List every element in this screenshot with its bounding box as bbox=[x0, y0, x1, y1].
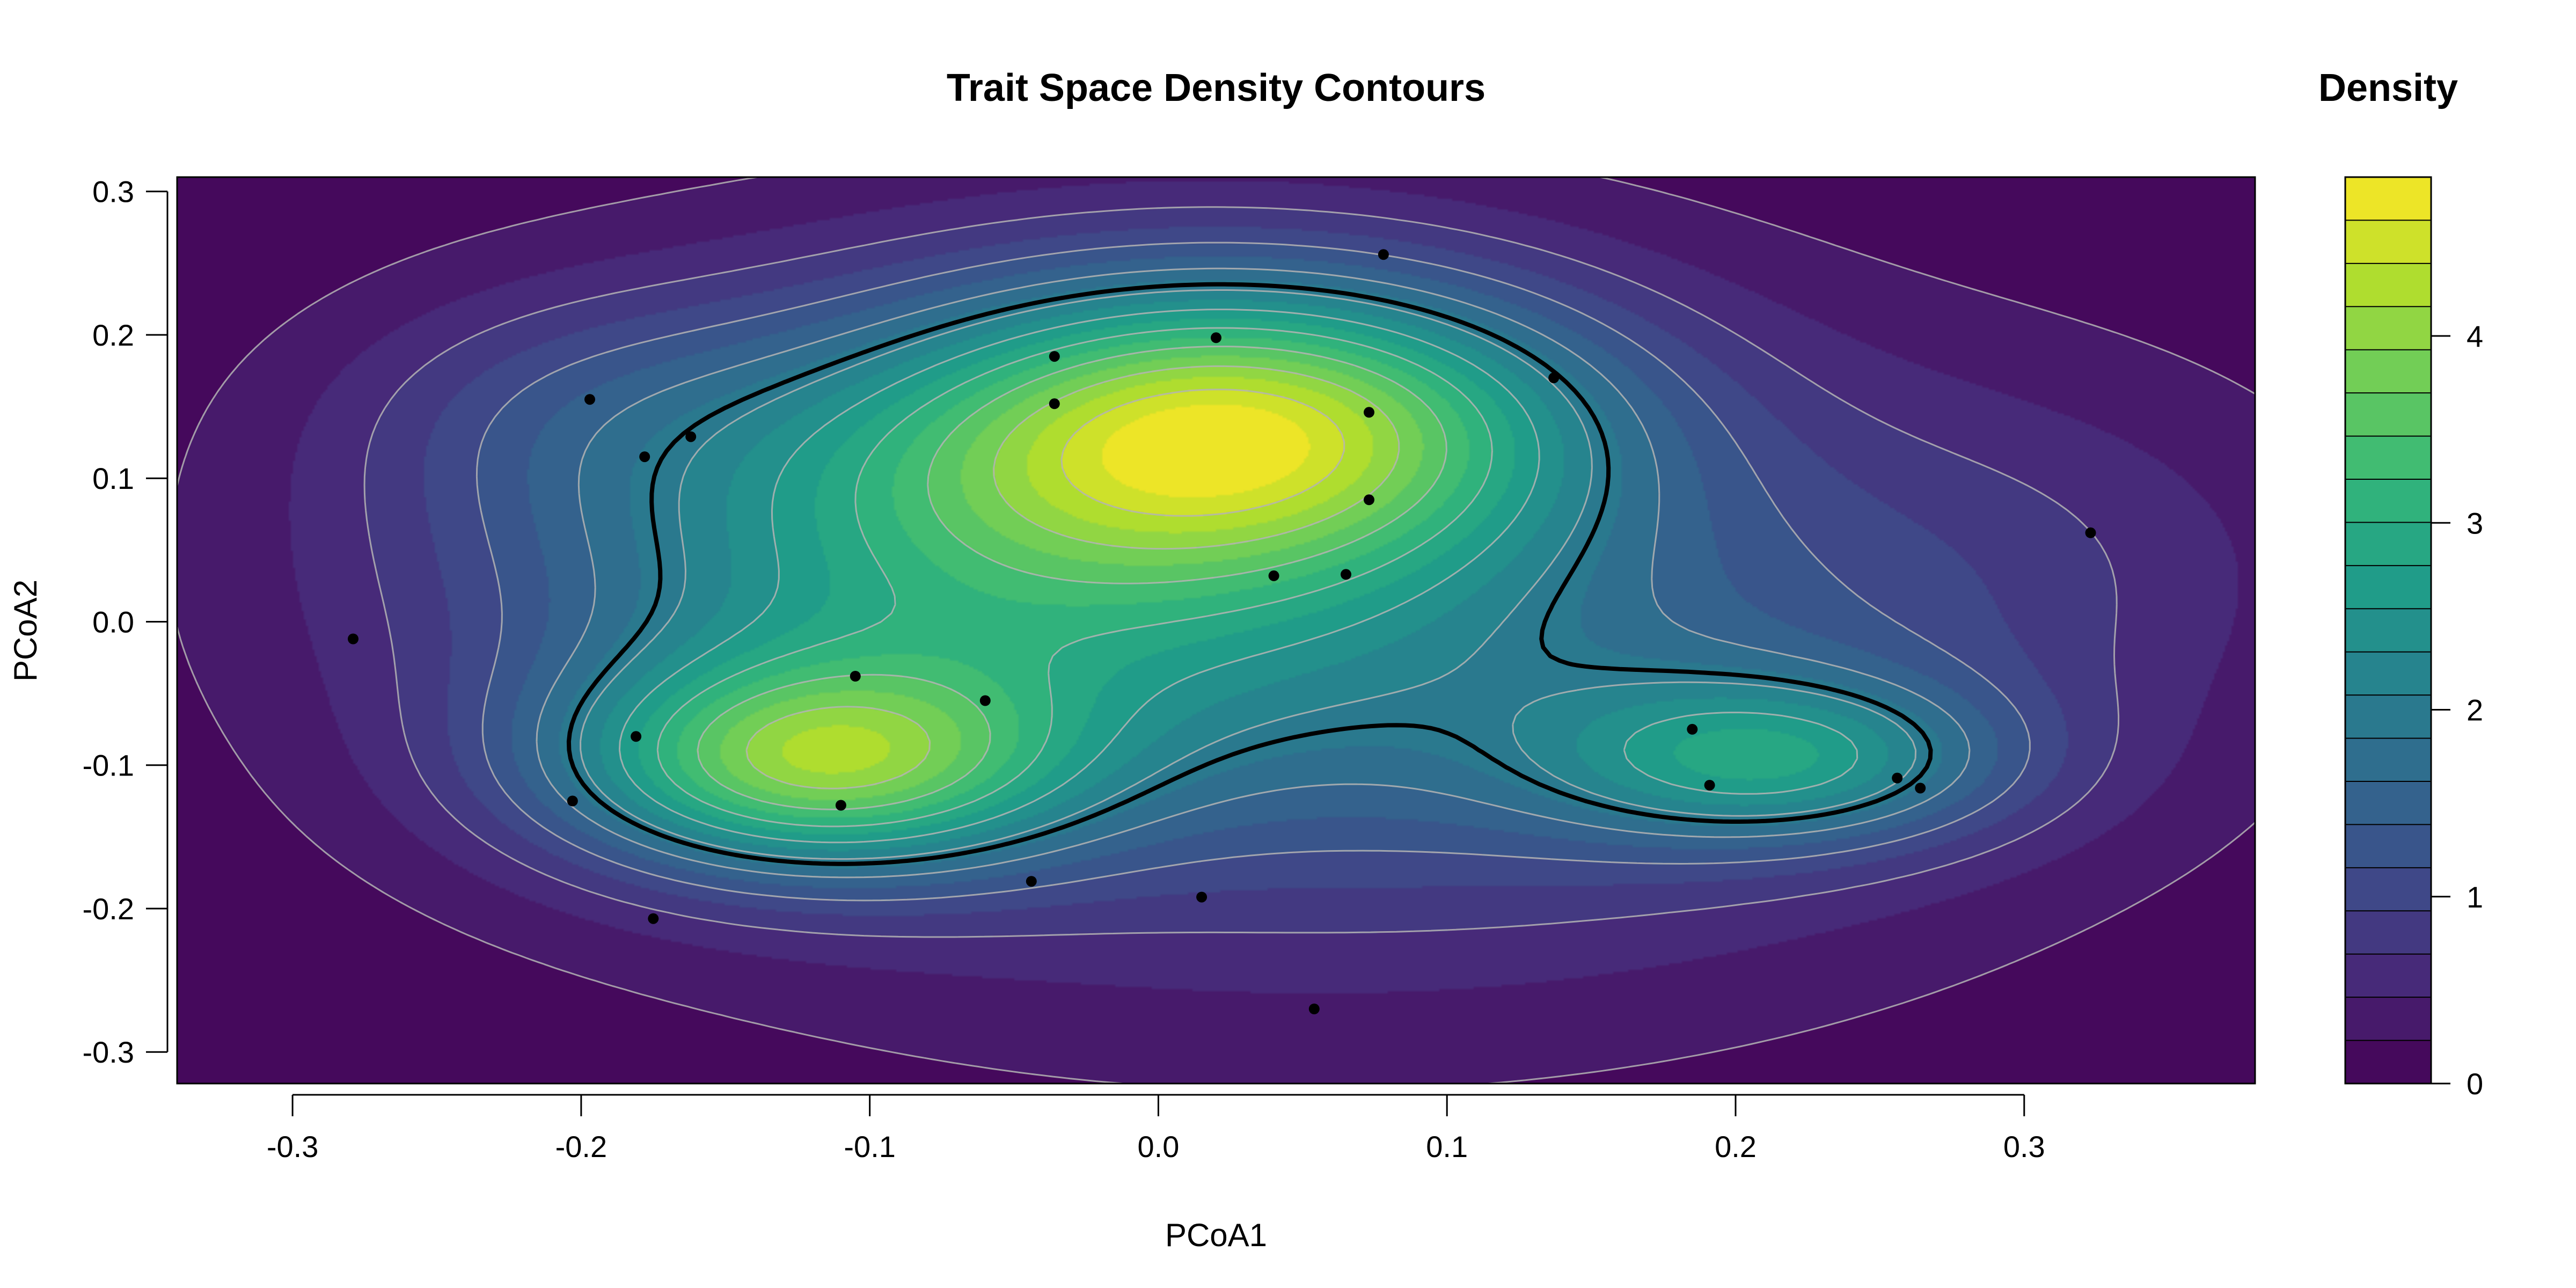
x-tick-label: 0.0 bbox=[1138, 1130, 1180, 1163]
y-tick-label: -0.2 bbox=[83, 892, 135, 926]
data-point bbox=[567, 795, 578, 807]
legend-band bbox=[2345, 738, 2431, 782]
legend-color-bands bbox=[2345, 177, 2431, 1084]
legend-band bbox=[2345, 609, 2431, 653]
data-point bbox=[648, 913, 659, 924]
x-axis-label: PCoA1 bbox=[1165, 1217, 1267, 1253]
x-axis: -0.3 -0.2 -0.1 0.0 0.1 0.2 0.3 bbox=[267, 1094, 2045, 1163]
legend-tick-label: 2 bbox=[2467, 693, 2483, 727]
data-point bbox=[1704, 780, 1715, 791]
y-axis: -0.3 -0.2 -0.1 0.0 0.1 0.2 0.3 bbox=[83, 175, 169, 1069]
legend-band bbox=[2345, 479, 2431, 523]
data-point bbox=[1548, 372, 1560, 384]
scatter-points bbox=[348, 249, 2096, 1014]
contour-line bbox=[177, 177, 2255, 1084]
data-point bbox=[1364, 494, 1374, 506]
legend-tick-label: 3 bbox=[2467, 506, 2483, 540]
data-point bbox=[850, 671, 861, 682]
contour-line bbox=[580, 289, 1917, 860]
density-surface bbox=[177, 177, 2255, 1084]
legend-band bbox=[2345, 824, 2431, 868]
x-tick-label: -0.3 bbox=[267, 1130, 319, 1163]
x-tick-label: 0.2 bbox=[1715, 1130, 1757, 1163]
data-point bbox=[1378, 249, 1389, 260]
y-tick-label: 0.3 bbox=[92, 175, 134, 209]
legend-band bbox=[2345, 263, 2431, 307]
contour-line bbox=[363, 206, 2120, 938]
data-point bbox=[685, 431, 697, 442]
legend-band bbox=[2345, 911, 2431, 955]
y-tick-label: 0.2 bbox=[92, 318, 134, 352]
contour-lines bbox=[177, 177, 2255, 1084]
legend-tick-label: 0 bbox=[2467, 1067, 2483, 1101]
x-tick-label: 0.3 bbox=[2003, 1130, 2045, 1163]
legend-band bbox=[2345, 306, 2431, 350]
legend-band bbox=[2345, 565, 2431, 609]
y-tick-label: -0.3 bbox=[83, 1035, 135, 1069]
legend-band bbox=[2345, 1040, 2431, 1084]
data-point bbox=[631, 731, 642, 742]
legend-band bbox=[2345, 349, 2431, 393]
data-point bbox=[1211, 332, 1221, 343]
legend-band bbox=[2345, 652, 2431, 696]
highlight-contour-line bbox=[566, 282, 1933, 866]
legend-band bbox=[2345, 522, 2431, 566]
legend-band bbox=[2345, 997, 2431, 1041]
legend-band bbox=[2345, 393, 2431, 437]
plot-frame bbox=[176, 176, 2256, 1085]
contour-line bbox=[618, 309, 1858, 844]
legend-tick-label: 4 bbox=[2467, 319, 2483, 353]
data-point bbox=[2085, 527, 2096, 538]
data-point bbox=[1687, 723, 1698, 735]
contour-line bbox=[745, 365, 1400, 789]
data-point bbox=[1308, 1004, 1320, 1014]
color-legend: Density 0 1 2 3 4 bbox=[2318, 67, 2483, 1101]
contour-line bbox=[536, 267, 1971, 879]
highlight-contour bbox=[566, 282, 1933, 866]
legend-band bbox=[2345, 954, 2431, 998]
data-point bbox=[1049, 351, 1060, 362]
data-point bbox=[1026, 876, 1037, 887]
data-point bbox=[348, 633, 358, 645]
data-point bbox=[1915, 782, 1926, 794]
chart-title: Trait Space Density Contours bbox=[947, 67, 1485, 109]
data-point bbox=[1341, 569, 1351, 580]
contour-line bbox=[1060, 389, 1345, 517]
legend-frame bbox=[2344, 176, 2432, 1085]
legend-title: Density bbox=[2318, 67, 2458, 109]
legend-band bbox=[2345, 436, 2431, 480]
data-point bbox=[639, 451, 650, 463]
data-point bbox=[1892, 772, 1903, 784]
data-point bbox=[1364, 407, 1374, 418]
data-point bbox=[835, 800, 846, 811]
data-point bbox=[1268, 570, 1279, 581]
x-tick-label: -0.1 bbox=[844, 1130, 896, 1163]
contour-line bbox=[656, 327, 1493, 828]
legend-band bbox=[2345, 695, 2431, 739]
x-tick-label: -0.2 bbox=[555, 1130, 608, 1163]
plot-area bbox=[176, 176, 2256, 1085]
y-axis-label: PCoA2 bbox=[8, 580, 43, 682]
legend-band bbox=[2345, 781, 2431, 825]
legend-tick-label: 1 bbox=[2467, 880, 2483, 914]
x-tick-label: 0.1 bbox=[1426, 1130, 1468, 1163]
legend-band bbox=[2345, 177, 2431, 221]
data-point bbox=[1049, 398, 1060, 409]
legend-band bbox=[2345, 220, 2431, 264]
data-point bbox=[1196, 891, 1208, 903]
contour-line bbox=[475, 241, 2031, 902]
data-point bbox=[584, 394, 595, 405]
legend-ticks: 0 1 2 3 4 bbox=[2431, 319, 2483, 1101]
y-tick-label: 0.1 bbox=[92, 462, 134, 495]
data-point bbox=[979, 695, 991, 706]
legend-band bbox=[2345, 867, 2431, 911]
y-tick-label: 0.0 bbox=[92, 605, 134, 639]
y-tick-label: -0.1 bbox=[83, 749, 135, 782]
